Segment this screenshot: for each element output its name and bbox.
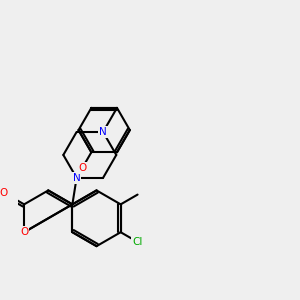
Text: O: O: [0, 188, 8, 197]
Text: Cl: Cl: [132, 237, 143, 247]
Text: O: O: [78, 163, 86, 173]
Text: N: N: [99, 127, 107, 137]
Text: O: O: [20, 227, 28, 237]
Text: N: N: [73, 173, 80, 183]
